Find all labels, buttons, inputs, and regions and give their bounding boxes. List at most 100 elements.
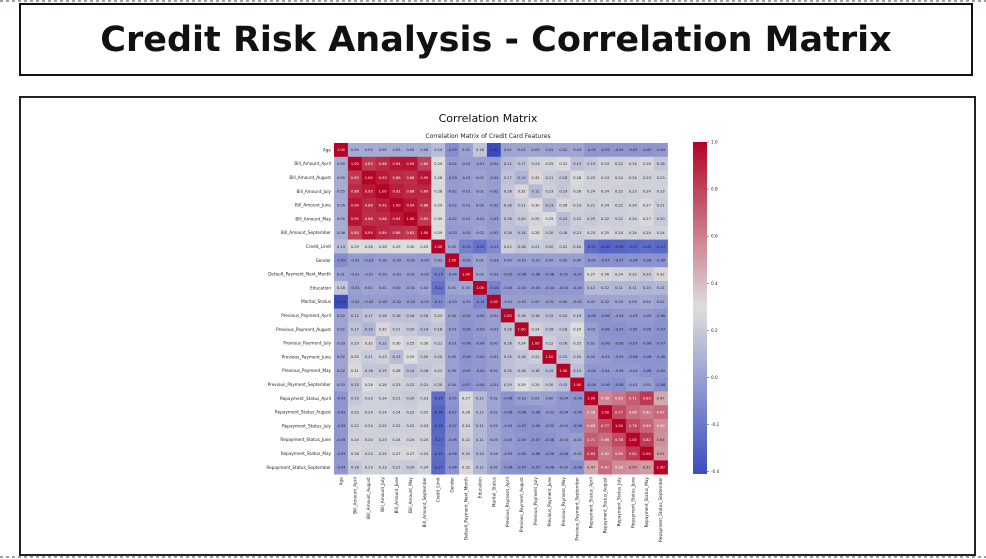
heatmap-cell: [347, 391, 363, 406]
heatmap-cell: [514, 446, 529, 461]
heatmap-cell: [653, 294, 668, 309]
heatmap-cell: [612, 212, 627, 227]
heatmap-cell: [486, 253, 502, 268]
cell-value-label: -0.41: [336, 300, 345, 304]
heatmap-cell: [653, 377, 668, 392]
cell-value-label: -0.25: [434, 397, 443, 401]
heatmap-cell: [445, 212, 460, 227]
heatmap-cell: [486, 308, 502, 323]
cell-value-label: 0.02: [657, 300, 665, 304]
cell-value-label: 0.22: [434, 369, 442, 373]
heatmap-cell: [445, 294, 460, 309]
heatmap-cell: [431, 405, 446, 420]
cell-value-label: 0.24: [615, 231, 624, 235]
heatmap-cell: [334, 432, 349, 447]
heatmap-cell: [500, 156, 515, 171]
heatmap-cell: [431, 198, 446, 213]
cell-value-label: 0.63: [615, 397, 623, 401]
cell-value-label: 0.18: [559, 328, 568, 332]
cell-value-label: 0.24: [601, 203, 610, 207]
heatmap-cell: [556, 170, 571, 185]
cell-value-label: -0.03: [503, 438, 512, 442]
cell-value-label: 0.23: [365, 452, 373, 456]
cell-value-label: 0.23: [573, 203, 581, 207]
column-label: Age: [338, 477, 343, 486]
heatmap-cell: [500, 198, 515, 213]
cell-value-label: 0.12: [532, 190, 540, 194]
cell-value-label: 0.14: [434, 148, 443, 152]
row-label: Previous_Payment_April: [281, 313, 331, 318]
heatmap-cell: [612, 170, 627, 185]
cell-value-label: 0.00: [545, 397, 554, 401]
heatmap-cell: [417, 322, 432, 337]
column-label: Bill_Amount_September: [422, 477, 427, 527]
cell-value-label: 0.27: [643, 203, 651, 207]
cell-value-label: 0.29: [406, 355, 415, 359]
heatmap-cell: [375, 363, 390, 378]
heatmap-cell: [653, 143, 668, 158]
heatmap-cell: [334, 391, 349, 406]
heatmap-cell: [556, 143, 571, 158]
heatmap-cell: [625, 267, 641, 282]
heatmap-cell: [403, 446, 418, 461]
cell-value-label: -0.11: [434, 300, 443, 304]
cell-value-label: 0.30: [434, 217, 443, 221]
cell-value-label: 0.00: [490, 369, 499, 373]
heatmap-cell: [473, 253, 488, 268]
cell-value-label: 0.19: [504, 383, 513, 387]
heatmap-cell: [445, 184, 460, 199]
cell-value-label: 0.12: [504, 162, 512, 166]
heatmap-cell: [542, 432, 557, 447]
heatmap-cell: [403, 350, 418, 365]
cell-value-label: 0.02: [476, 176, 484, 180]
cell-value-label: -0.25: [642, 245, 651, 249]
heatmap-cell: [417, 294, 432, 309]
cell-value-label: 0.25: [532, 383, 540, 387]
colorbar-tick-label: -0.4: [711, 469, 720, 474]
cell-value-label: -0.06: [517, 410, 527, 414]
heatmap-cell: [542, 336, 557, 351]
cell-value-label: 0.88: [406, 190, 415, 194]
cell-value-label: 0.93: [365, 190, 373, 194]
cell-value-label: 0.24: [462, 424, 471, 428]
heatmap-cell: [361, 143, 376, 158]
cell-value-label: 0.71: [587, 438, 595, 442]
heatmap-cell: [584, 225, 599, 240]
heatmap-cell: [625, 460, 641, 475]
cell-value-label: 0.22: [379, 424, 387, 428]
cell-value-label: -0.02: [489, 203, 498, 207]
cell-value-label: 0.24: [629, 231, 638, 235]
heatmap-cell: [612, 446, 627, 461]
cell-value-label: 0.24: [420, 438, 429, 442]
cell-value-label: -0.06: [642, 341, 652, 345]
heatmap-cell: [584, 419, 599, 434]
cell-value-label: 0.30: [406, 245, 415, 249]
cell-value-label: -0.06: [447, 438, 457, 442]
cell-value-label: 0.14: [518, 231, 527, 235]
cell-value-label: -0.04: [559, 424, 569, 428]
heatmap-cell: [612, 432, 627, 447]
heatmap-cell: [639, 405, 654, 420]
cell-value-label: 0.15: [504, 369, 512, 373]
cell-value-label: 0.22: [615, 217, 623, 221]
cell-value-label: 0.02: [559, 148, 567, 152]
cell-value-label: 0.54: [629, 466, 638, 470]
cell-value-label: 0.83: [643, 397, 651, 401]
heatmap-cell: [431, 460, 446, 475]
heatmap-cell: [584, 322, 599, 337]
heatmap-cell: [445, 419, 460, 434]
cell-value-label: 0.18: [518, 369, 527, 373]
cell-value-label: -0.05: [461, 314, 470, 318]
column-label: Bill_Amount_June: [394, 477, 399, 514]
cell-value-label: -0.05: [336, 452, 345, 456]
heatmap-cell: [584, 405, 599, 420]
heatmap-cell: [528, 156, 543, 171]
cell-value-label: -0.02: [392, 300, 401, 304]
heatmap-cell: [542, 281, 557, 296]
cell-value-label: 1.00: [532, 341, 541, 345]
cell-value-label: 0.02: [337, 328, 345, 332]
cell-value-label: 0.95: [351, 217, 359, 221]
heatmap-cell: [431, 363, 446, 378]
heatmap-cell: [375, 377, 390, 392]
cell-value-label: 0.00: [448, 314, 457, 318]
